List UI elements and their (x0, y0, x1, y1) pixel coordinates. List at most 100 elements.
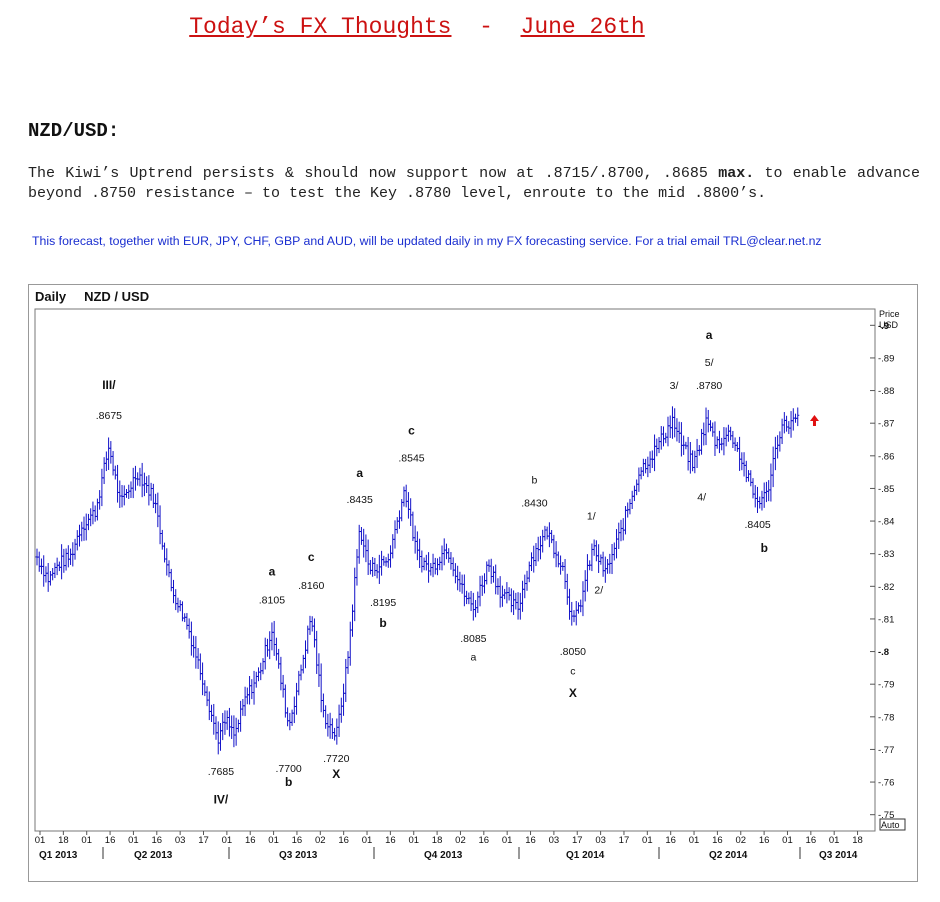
forecast-text-1: The Kiwi’s Uptrend persists & should now… (28, 165, 719, 182)
wave-annotation: IV/ (214, 792, 229, 806)
x-tick-label: 16 (152, 835, 163, 846)
currency-pair-heading: NZD/USD: (28, 120, 120, 142)
y-tick-label: -.81 (878, 614, 894, 625)
y-tick-label: -.77 (878, 745, 894, 756)
x-tick-label: 03 (549, 835, 560, 846)
y-tick-label: -.76 (878, 778, 894, 789)
x-tick-label: 01 (408, 835, 419, 846)
wave-annotation: 4/ (697, 492, 706, 504)
y-tick-label: -.87 (878, 419, 894, 430)
y-tick-label: -.78 (878, 712, 894, 723)
x-tick-label: 01 (782, 835, 793, 846)
quarter-label: Q4 2013 (424, 850, 463, 861)
x-tick-label: 01 (829, 835, 840, 846)
wave-annotation: b (761, 541, 768, 555)
wave-annotation: .8160 (298, 580, 324, 592)
title-text: Today’s FX Thoughts (189, 14, 452, 40)
wave-annotation: .8780 (696, 380, 722, 392)
title-date: June 26th (520, 14, 645, 40)
y-tick-label: -.83 (878, 549, 894, 560)
wave-annotation: .8050 (560, 646, 586, 658)
wave-annotation: .8405 (744, 519, 770, 531)
wave-annotation: 2/ (594, 584, 603, 596)
x-tick-label: 16 (806, 835, 817, 846)
wave-annotation: .8195 (370, 597, 396, 609)
x-tick-label: 16 (292, 835, 303, 846)
forecast-text-2: to enable advance beyond .8750 resistanc… (28, 165, 920, 202)
quarter-label: Q1 2014 (566, 850, 605, 861)
wave-annotation: b (531, 475, 537, 487)
quarter-label: Q2 2013 (134, 850, 173, 861)
wave-annotation: .7685 (208, 766, 234, 778)
quarter-label: Q1 2013 (39, 850, 78, 861)
forecast-text-bold: max. (718, 165, 755, 182)
x-tick-label: 01 (362, 835, 373, 846)
wave-annotation: .8430 (521, 497, 547, 509)
x-tick-label: 01 (642, 835, 653, 846)
auto-label: Auto (881, 820, 900, 830)
y-tick-label: -.88 (878, 386, 894, 397)
y-axis-label-unit: USD (879, 320, 899, 330)
quarter-label: Q3 2014 (819, 850, 858, 861)
y-tick-label: -.82 (878, 582, 894, 593)
wave-annotation: a (470, 651, 476, 663)
wave-annotation: X (569, 686, 577, 700)
wave-annotation: c (408, 424, 415, 438)
wave-annotation: .8435 (347, 494, 373, 506)
x-tick-label: 16 (712, 835, 723, 846)
title-separator: - (479, 14, 493, 40)
wave-annotation: .7700 (275, 763, 301, 775)
wave-annotation: c (570, 665, 575, 677)
y-tick-label: -.86 (878, 451, 894, 462)
x-tick-label: 01 (689, 835, 700, 846)
y-tick-label: -.9 (878, 321, 889, 332)
x-tick-label: 02 (315, 835, 326, 846)
x-tick-label: 17 (619, 835, 630, 846)
y-tick-label: -.84 (878, 517, 894, 528)
x-tick-label: 02 (455, 835, 466, 846)
x-tick-label: 01 (268, 835, 279, 846)
wave-annotation: b (379, 616, 386, 630)
wave-annotation: 3/ (670, 380, 679, 392)
x-tick-label: 03 (175, 835, 186, 846)
x-tick-label: 02 (735, 835, 746, 846)
chart-period: Daily (35, 289, 67, 304)
x-tick-label: 16 (759, 835, 770, 846)
x-tick-label: 17 (572, 835, 583, 846)
y-axis-label-price: Price (879, 309, 900, 319)
wave-annotation: X (332, 767, 340, 781)
x-tick-label: 03 (595, 835, 606, 846)
wave-annotation: a (269, 565, 276, 579)
y-tick-label: -.79 (878, 680, 894, 691)
quarter-label: Q3 2013 (279, 850, 318, 861)
x-tick-label: 16 (105, 835, 116, 846)
x-tick-label: 17 (198, 835, 209, 846)
wave-annotation: c (308, 550, 315, 564)
wave-annotation: a (356, 466, 363, 480)
y-tick-label: -.85 (878, 484, 894, 495)
wave-annotation: .8675 (96, 410, 122, 422)
subscription-note: This forecast, together with EUR, JPY, C… (32, 234, 822, 248)
wave-annotation: .8085 (460, 633, 486, 645)
x-tick-label: 16 (338, 835, 349, 846)
x-tick-label: 18 (58, 835, 69, 846)
wave-annotation: a (706, 328, 713, 342)
x-tick-label: 16 (245, 835, 256, 846)
wave-annotation: .8545 (398, 452, 424, 464)
chart-header: Daily NZD / USD (35, 289, 167, 304)
x-tick-label: 01 (128, 835, 139, 846)
x-tick-label: 16 (665, 835, 676, 846)
x-tick-label: 01 (35, 835, 46, 846)
x-tick-label: 01 (222, 835, 233, 846)
quarter-label: Q2 2014 (709, 850, 748, 861)
y-tick-label: -.8 (878, 647, 889, 658)
wave-annotation: .7720 (323, 753, 349, 765)
up-arrow-icon (809, 415, 819, 427)
y-tick-label: -.89 (878, 353, 894, 364)
auto-box (879, 818, 906, 831)
wave-annotation: 1/ (587, 510, 596, 522)
x-tick-label: 18 (852, 835, 863, 846)
forecast-paragraph: The Kiwi’s Uptrend persists & should now… (28, 164, 920, 204)
x-tick-label: 01 (81, 835, 92, 846)
